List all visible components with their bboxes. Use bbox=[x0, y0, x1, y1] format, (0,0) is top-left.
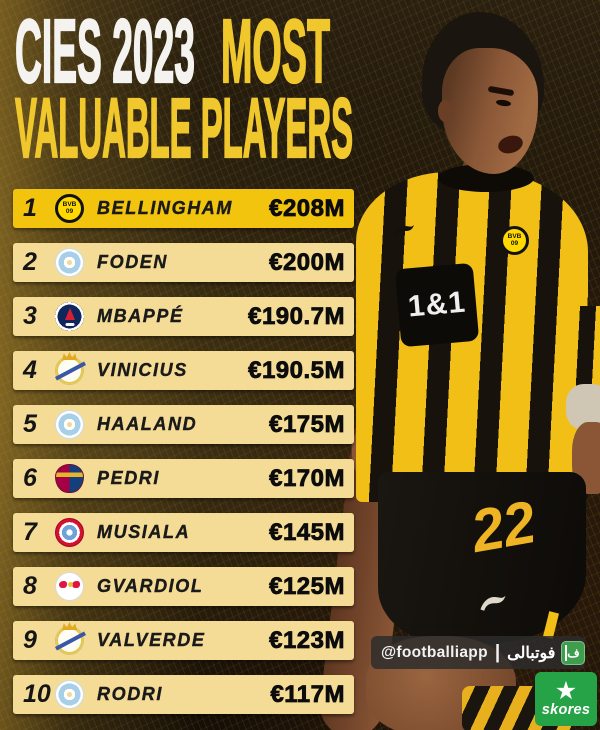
manchester-city-badge bbox=[55, 248, 84, 277]
shorts-number: 22 bbox=[466, 488, 541, 565]
player-name: RODRI bbox=[97, 684, 163, 704]
bvb-chest-badge-icon bbox=[500, 226, 529, 255]
rank-number: 8 bbox=[23, 572, 37, 600]
player-ear bbox=[438, 100, 452, 122]
borussia-dortmund-badge bbox=[55, 194, 84, 223]
player-value: €190.7M bbox=[248, 302, 345, 330]
ranking-row: 7 MUSIALA €145M bbox=[13, 513, 354, 552]
puma-logo-chest bbox=[394, 225, 414, 237]
page-title: CIES 2023 MOST VALUABLE PLAYERS bbox=[14, 1, 354, 175]
title-line1-accent: MOST bbox=[221, 2, 330, 102]
footballi-logo-icon: ف bbox=[561, 640, 586, 665]
player-value: €208M bbox=[269, 194, 345, 222]
player-value: €190.5M bbox=[248, 356, 345, 384]
rb-leipzig-badge bbox=[55, 572, 84, 601]
player-name: VALVERDE bbox=[97, 630, 206, 650]
player-value: €123M bbox=[269, 626, 345, 654]
watermark-handle: @footballiapp bbox=[381, 643, 488, 661]
ranking-row: 10 RODRI €117M bbox=[13, 675, 354, 714]
player-name: PEDRI bbox=[97, 468, 161, 488]
footballi-logo-letter: ف bbox=[567, 645, 580, 660]
fc-barcelona-badge bbox=[55, 464, 84, 493]
real-madrid-badge bbox=[55, 356, 84, 385]
player-face bbox=[442, 48, 538, 174]
rank-number: 9 bbox=[23, 626, 37, 654]
player-name: MBAPPÉ bbox=[97, 306, 184, 326]
watermark-separator: | bbox=[494, 641, 501, 663]
player-photo: 1&1 22 bbox=[316, 0, 600, 730]
ranking-row: 6 PEDRI €170M bbox=[13, 459, 354, 498]
skores-label: skores bbox=[541, 702, 591, 718]
puma-logo-shorts bbox=[480, 595, 506, 611]
player-value: €175M bbox=[269, 410, 345, 438]
ranking-list: 1 BELLINGHAM €208M 2 FODEN €200M 3 MBAPP… bbox=[13, 189, 354, 729]
player-value: €145M bbox=[269, 518, 345, 546]
manchester-city-badge bbox=[55, 410, 84, 439]
rank-number: 4 bbox=[23, 356, 37, 384]
watermark-bar: @footballiapp | فوتبالی ف bbox=[371, 636, 586, 669]
rank-number: 1 bbox=[23, 194, 37, 222]
ranking-row: 5 HAALAND €175M bbox=[13, 405, 354, 444]
player-value: €200M bbox=[269, 248, 345, 276]
rank-number: 2 bbox=[23, 248, 37, 276]
player-name: VINICIUS bbox=[97, 360, 188, 380]
watermark-app-name-persian: فوتبالی bbox=[507, 644, 556, 662]
ranking-row: 9 VALVERDE €123M bbox=[13, 621, 354, 660]
title-line1-white: CIES 2023 bbox=[15, 2, 195, 102]
ranking-row: 2 FODEN €200M bbox=[13, 243, 354, 282]
rank-number: 7 bbox=[23, 518, 37, 546]
player-value: €170M bbox=[269, 464, 345, 492]
bayern-munich-badge bbox=[55, 518, 84, 547]
player-name: HAALAND bbox=[97, 414, 198, 434]
player-name: BELLINGHAM bbox=[97, 198, 233, 218]
skores-logo: ★ skores bbox=[535, 672, 597, 726]
ranking-row: 8 GVARDIOL €125M bbox=[13, 567, 354, 606]
player-value: €117M bbox=[270, 680, 345, 708]
jersey-sponsor-patch: 1&1 bbox=[394, 262, 480, 348]
jersey-sponsor-text: 1&1 bbox=[406, 285, 468, 324]
rank-number: 6 bbox=[23, 464, 37, 492]
real-madrid-badge bbox=[55, 626, 84, 655]
manchester-city-badge bbox=[55, 680, 84, 709]
ranking-row: 4 VINICIUS €190.5M bbox=[13, 351, 354, 390]
rank-number: 3 bbox=[23, 302, 37, 330]
star-icon: ★ bbox=[554, 677, 578, 705]
rank-number: 10 bbox=[23, 680, 51, 708]
ranking-row: 3 MBAPPÉ €190.7M bbox=[13, 297, 354, 336]
player-sleeve bbox=[562, 306, 600, 390]
psg-badge bbox=[55, 302, 84, 331]
player-name: GVARDIOL bbox=[97, 576, 204, 596]
title-line2: VALUABLE PLAYERS bbox=[15, 81, 353, 175]
ranking-row: 1 BELLINGHAM €208M bbox=[13, 189, 354, 228]
player-value: €125M bbox=[269, 572, 345, 600]
player-name: FODEN bbox=[97, 252, 168, 272]
player-name: MUSIALA bbox=[97, 522, 191, 542]
rank-number: 5 bbox=[23, 410, 37, 438]
